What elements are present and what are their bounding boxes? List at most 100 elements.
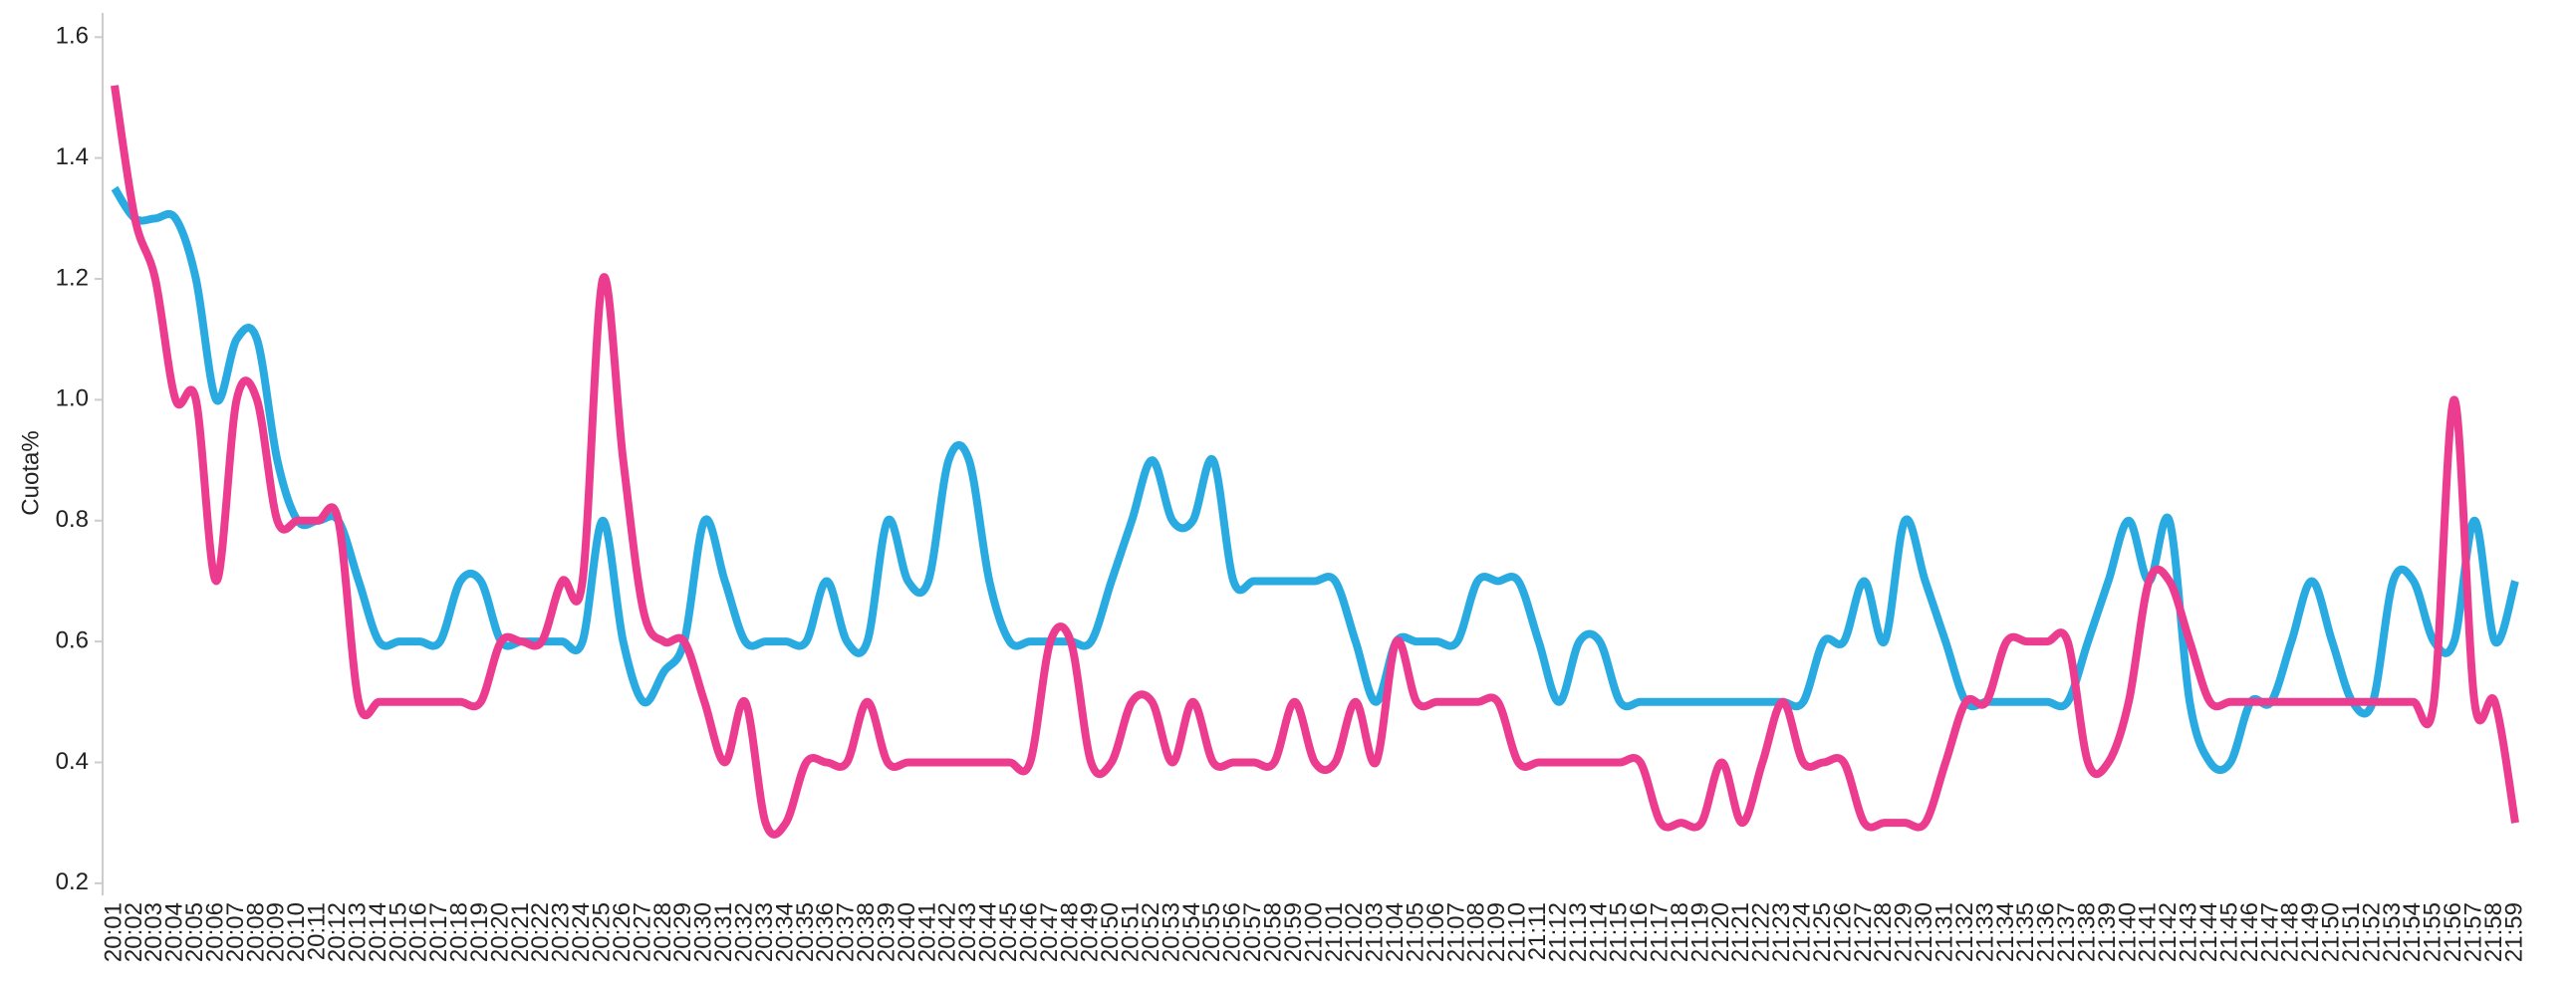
x-tick-label: 20:06 bbox=[201, 902, 228, 962]
x-tick-label: 21:33 bbox=[1971, 902, 1998, 962]
x-tick-label: 20:21 bbox=[507, 902, 534, 962]
x-tick-label: 21:05 bbox=[1402, 902, 1428, 962]
x-tick-label: 21:31 bbox=[1931, 902, 1957, 962]
x-tick-label: 21:14 bbox=[1585, 902, 1612, 962]
x-tick-label: 20:53 bbox=[1158, 902, 1184, 962]
x-tick-label: 20:46 bbox=[1015, 902, 1042, 962]
x-tick-label: 20:03 bbox=[140, 902, 167, 962]
x-tick-label: 21:52 bbox=[2358, 902, 2385, 962]
x-tick-label: 21:29 bbox=[1891, 902, 1918, 962]
x-tick-label: 20:26 bbox=[609, 902, 636, 962]
x-tick-label: 21:39 bbox=[2094, 902, 2121, 962]
x-tick-label: 21:06 bbox=[1422, 902, 1449, 962]
x-tick-label: 20:50 bbox=[1097, 902, 1124, 962]
x-tick-label: 21:11 bbox=[1524, 902, 1551, 960]
x-tick-label: 20:16 bbox=[405, 902, 432, 962]
x-tick-label: 21:24 bbox=[1789, 902, 1816, 962]
x-tick-label: 21:49 bbox=[2297, 902, 2324, 962]
x-tick-label: 21:55 bbox=[2420, 902, 2447, 962]
x-tick-label: 21:44 bbox=[2195, 902, 2222, 962]
x-tick-label: 21:17 bbox=[1647, 902, 1674, 962]
x-tick-label: 20:52 bbox=[1138, 902, 1164, 962]
x-tick-label: 21:15 bbox=[1606, 902, 1633, 962]
x-tick-label: 21:07 bbox=[1442, 902, 1469, 962]
series-line bbox=[111, 185, 2519, 775]
x-tick-label: 21:57 bbox=[2459, 902, 2486, 962]
x-tick-label: 20:11 bbox=[304, 902, 331, 960]
x-tick-label: 21:00 bbox=[1300, 902, 1327, 962]
x-tick-label: 21:59 bbox=[2500, 902, 2527, 962]
x-tick-label: 20:39 bbox=[873, 902, 900, 962]
x-tick-label: 21:42 bbox=[2155, 902, 2182, 962]
x-tick-label: 20:47 bbox=[1036, 902, 1063, 962]
x-tick-label: 20:54 bbox=[1178, 902, 1205, 962]
x-tick-label: 20:04 bbox=[161, 902, 188, 962]
x-tick-label: 20:31 bbox=[710, 902, 737, 962]
x-tick-label: 21:48 bbox=[2277, 902, 2304, 962]
x-tick-label: 21:03 bbox=[1362, 902, 1389, 962]
x-tick-label: 21:53 bbox=[2379, 902, 2406, 962]
x-tick-label: 21:41 bbox=[2135, 902, 2162, 962]
y-axis-label: Cuota% bbox=[17, 430, 44, 515]
x-tick-label: 21:01 bbox=[1321, 902, 1348, 962]
x-tick-label: 21:45 bbox=[2215, 902, 2242, 962]
x-tick-label: 20:38 bbox=[853, 902, 880, 962]
x-tick-label: 21:26 bbox=[1829, 902, 1856, 962]
x-tick-label: 20:18 bbox=[446, 902, 473, 962]
x-tick-label: 20:32 bbox=[730, 902, 757, 962]
x-tick-label: 21:21 bbox=[1727, 902, 1754, 962]
x-tick-label: 21:30 bbox=[1911, 902, 1937, 962]
x-tick-label: 21:10 bbox=[1504, 902, 1531, 962]
x-tick-label: 20:29 bbox=[669, 902, 696, 962]
x-tick-label: 21:20 bbox=[1707, 902, 1734, 962]
x-tick-label: 21:47 bbox=[2256, 902, 2283, 962]
x-tick-label: 20:48 bbox=[1056, 902, 1083, 962]
x-tick-label: 20:15 bbox=[385, 902, 411, 962]
x-tick-label: 21:02 bbox=[1341, 902, 1368, 962]
y-tick-label: 0.6 bbox=[56, 626, 89, 653]
y-tick-label: 1.0 bbox=[56, 385, 89, 412]
x-tick-label: 20:37 bbox=[833, 902, 860, 962]
x-tick-label: 20:02 bbox=[121, 902, 147, 962]
x-tick-label: 21:27 bbox=[1850, 902, 1877, 962]
x-tick-label: 20:12 bbox=[324, 902, 351, 962]
x-tick-label: 20:14 bbox=[365, 902, 391, 962]
y-tick-label: 0.2 bbox=[56, 868, 89, 895]
x-tick-label: 20:44 bbox=[975, 902, 1002, 962]
x-tick-label: 20:51 bbox=[1118, 902, 1145, 962]
x-tick-label: 21:25 bbox=[1809, 902, 1836, 962]
x-tick-label: 21:09 bbox=[1483, 902, 1510, 962]
x-tick-label: 20:55 bbox=[1198, 902, 1225, 962]
x-tick-label: 20:36 bbox=[812, 902, 839, 962]
x-tick-label: 20:40 bbox=[894, 902, 920, 962]
x-tick-label: 21:58 bbox=[2480, 902, 2507, 962]
x-tick-label: 21:56 bbox=[2440, 902, 2466, 962]
x-tick-label: 21:37 bbox=[2053, 902, 2080, 962]
series-line bbox=[111, 85, 2519, 839]
y-tick-label: 1.6 bbox=[56, 23, 89, 50]
y-tick-label: 1.2 bbox=[56, 264, 89, 291]
x-tick-label: 21:50 bbox=[2318, 902, 2345, 962]
x-tick-label: 21:40 bbox=[2114, 902, 2141, 962]
x-tick-label: 21:32 bbox=[1951, 902, 1978, 962]
x-tick-label: 21:08 bbox=[1463, 902, 1490, 962]
x-tick-label: 20:13 bbox=[344, 902, 371, 962]
x-tick-label: 20:07 bbox=[222, 902, 249, 962]
x-tick-label: 20:59 bbox=[1280, 902, 1307, 962]
x-tick-label: 20:27 bbox=[629, 902, 655, 962]
x-tick-label: 20:20 bbox=[486, 902, 513, 962]
x-tick-label: 21:35 bbox=[2012, 902, 2039, 962]
x-tick-label: 20:28 bbox=[649, 902, 676, 962]
x-tick-label: 21:51 bbox=[2338, 902, 2365, 962]
x-tick-label: 20:22 bbox=[527, 902, 554, 962]
x-tick-label: 20:56 bbox=[1219, 902, 1246, 962]
x-tick-label: 20:17 bbox=[425, 902, 452, 962]
x-tick-label: 20:58 bbox=[1259, 902, 1286, 962]
x-tick-label: 20:42 bbox=[934, 902, 961, 962]
x-tick-label: 20:45 bbox=[995, 902, 1022, 962]
x-tick-label: 21:46 bbox=[2236, 902, 2263, 962]
x-tick-label: 21:36 bbox=[2033, 902, 2060, 962]
x-tick-label: 21:22 bbox=[1748, 902, 1775, 962]
x-tick-label: 20:33 bbox=[751, 902, 778, 962]
